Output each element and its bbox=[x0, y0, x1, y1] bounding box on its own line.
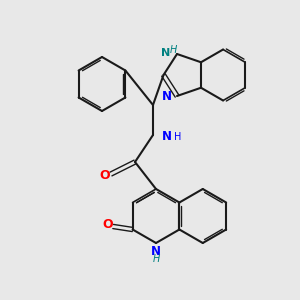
Text: O: O bbox=[100, 169, 110, 182]
Text: O: O bbox=[102, 218, 113, 232]
Text: H: H bbox=[170, 45, 177, 56]
Text: N: N bbox=[151, 245, 161, 258]
Text: H: H bbox=[174, 132, 181, 142]
Text: N: N bbox=[161, 89, 172, 103]
Text: H: H bbox=[152, 254, 160, 264]
Text: N: N bbox=[161, 130, 172, 143]
Text: N: N bbox=[161, 47, 170, 58]
